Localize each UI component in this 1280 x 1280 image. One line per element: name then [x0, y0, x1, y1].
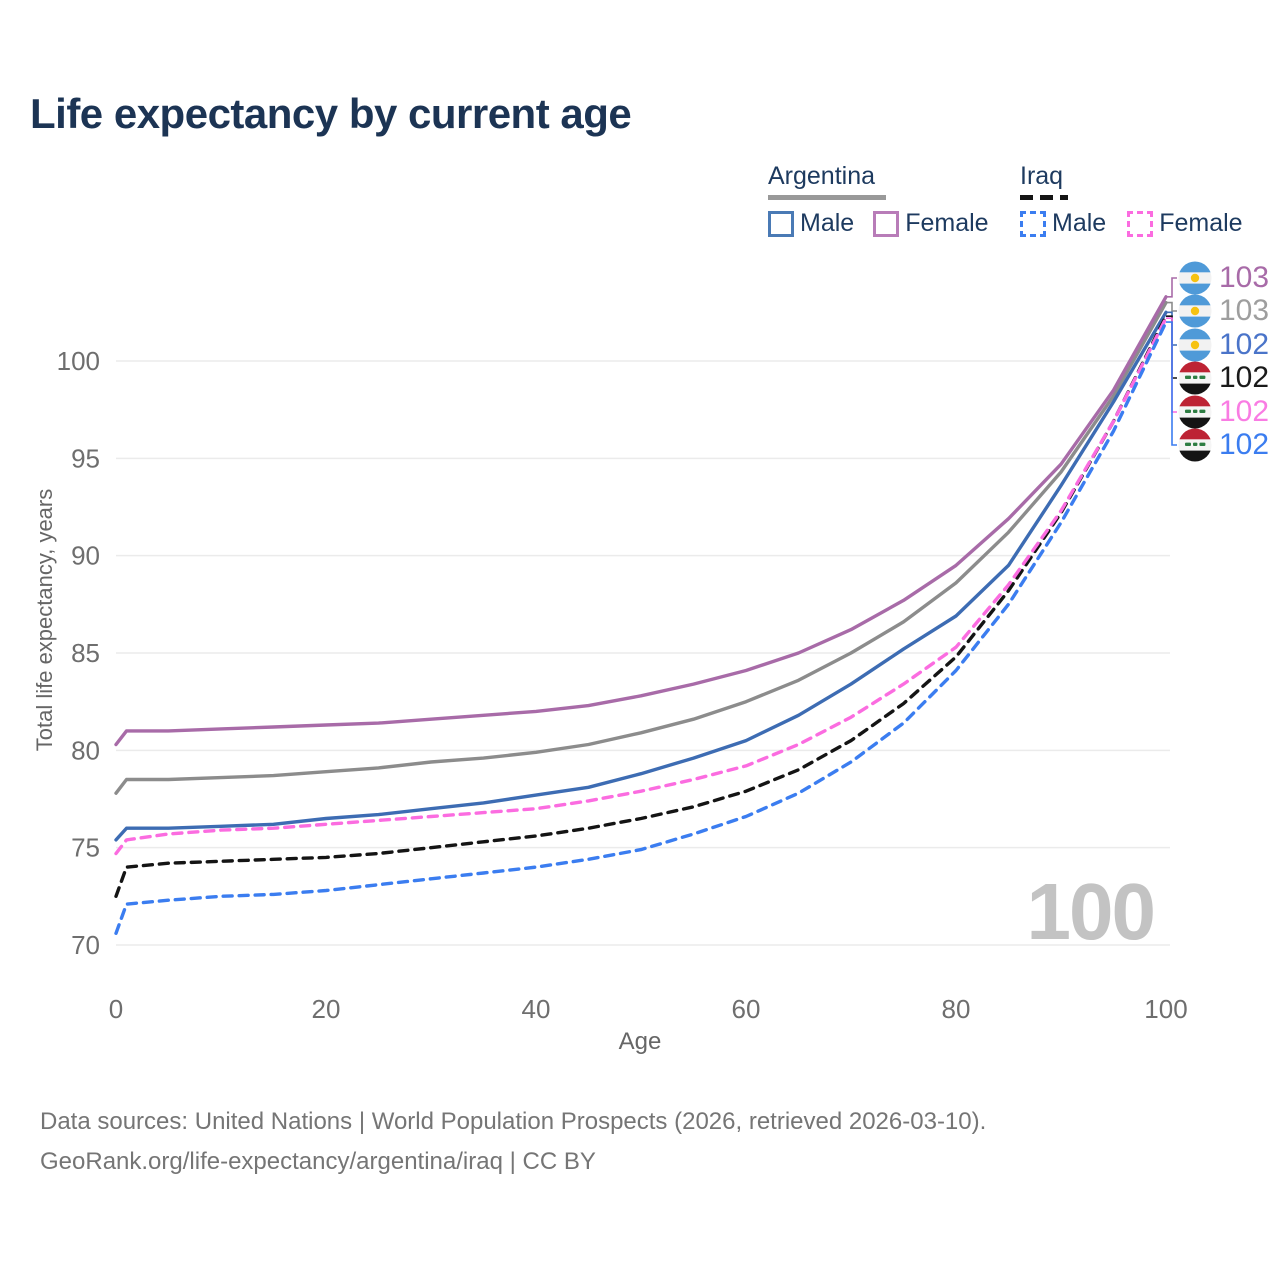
legend-country-argentina[interactable]: Argentina: [768, 162, 876, 190]
series-line-iraq_all[interactable]: [114, 314, 1168, 898]
y-tick-label: 95: [71, 443, 100, 473]
chart-title: Life expectancy by current age: [30, 90, 632, 137]
x-tick-label: 0: [109, 994, 123, 1024]
y-axis-title: Total life expectancy, years: [32, 488, 57, 752]
series-line-argentina_all[interactable]: [114, 300, 1168, 795]
legend-label-argentina-male: Male: [800, 209, 855, 237]
series-line-iraq_female[interactable]: [114, 316, 1168, 856]
leader-line-iraq_male: [1166, 321, 1177, 446]
leader-line-argentina_all: [1166, 301, 1177, 312]
end-value: 102: [1219, 428, 1270, 461]
legend-item-argentina-female[interactable]: Female: [873, 209, 989, 238]
x-tick-label: 60: [732, 994, 761, 1024]
legend-label-iraq-male: Male: [1052, 209, 1107, 237]
legend-item-iraq-male[interactable]: Male: [1020, 209, 1106, 238]
end-label-argentina-male: 102: [1178, 328, 1269, 362]
series-line-argentina_male[interactable]: [114, 310, 1168, 842]
end-value: 103: [1219, 294, 1270, 327]
swatch-argentina-female: [873, 210, 900, 237]
legend-underline-argentina: [768, 195, 886, 200]
age-ticker-watermark: 100: [1026, 867, 1156, 956]
legend-label-iraq-female: Female: [1159, 209, 1243, 237]
x-tick-label: 20: [312, 994, 341, 1024]
legend-country-iraq[interactable]: Iraq: [1020, 162, 1064, 190]
y-tick-label: 70: [71, 930, 100, 960]
legend-item-iraq-female[interactable]: Female: [1127, 209, 1243, 238]
legend-label-argentina-female: Female: [905, 209, 989, 237]
legend-item-argentina-male[interactable]: Male: [768, 209, 854, 238]
x-axis-title: Age: [618, 1028, 662, 1055]
legend-underline-iraq: [1020, 195, 1068, 200]
flag-argentina-icon: [1178, 294, 1212, 328]
flag-iraq-icon: [1178, 428, 1212, 462]
series-line-argentina_female[interactable]: [114, 295, 1168, 747]
end-value: 103: [1219, 261, 1270, 294]
y-tick-label: 100: [57, 346, 100, 376]
legend-group-argentina: Argentina Male Female: [768, 162, 989, 238]
end-value: 102: [1219, 395, 1270, 428]
flag-argentina-icon: [1178, 328, 1212, 362]
flag-iraq-icon: [1178, 361, 1212, 395]
y-tick-label: 90: [71, 541, 100, 571]
flag-iraq-icon: [1178, 395, 1212, 429]
flag-argentina-icon: [1178, 261, 1212, 295]
end-label-argentina-female: 103: [1178, 261, 1269, 295]
end-value: 102: [1219, 361, 1270, 394]
x-tick-label: 100: [1144, 994, 1187, 1024]
leader-line-argentina_female: [1166, 277, 1177, 298]
end-label-iraq-male: 102: [1178, 428, 1269, 462]
swatch-iraq-female: [1127, 210, 1154, 237]
attribution-line: GeoRank.org/life-expectancy/argentina/ir…: [40, 1148, 596, 1175]
end-value: 102: [1219, 328, 1270, 361]
x-tick-label: 40: [522, 994, 551, 1024]
swatch-iraq-male: [1020, 210, 1046, 237]
end-label-iraq-all: 102: [1178, 361, 1269, 395]
legend-group-iraq: Iraq Male Female: [1020, 162, 1243, 238]
x-tick-label: 80: [942, 994, 971, 1024]
y-tick-label: 75: [71, 833, 100, 863]
end-label-argentina-all: 103: [1178, 294, 1269, 328]
data-source-line: Data sources: United Nations | World Pop…: [40, 1108, 987, 1135]
swatch-argentina-male: [768, 210, 794, 237]
y-tick-label: 80: [71, 735, 100, 765]
series-line-iraq_male[interactable]: [114, 320, 1168, 935]
y-tick-label: 85: [71, 638, 100, 668]
end-label-iraq-female: 102: [1178, 395, 1269, 429]
